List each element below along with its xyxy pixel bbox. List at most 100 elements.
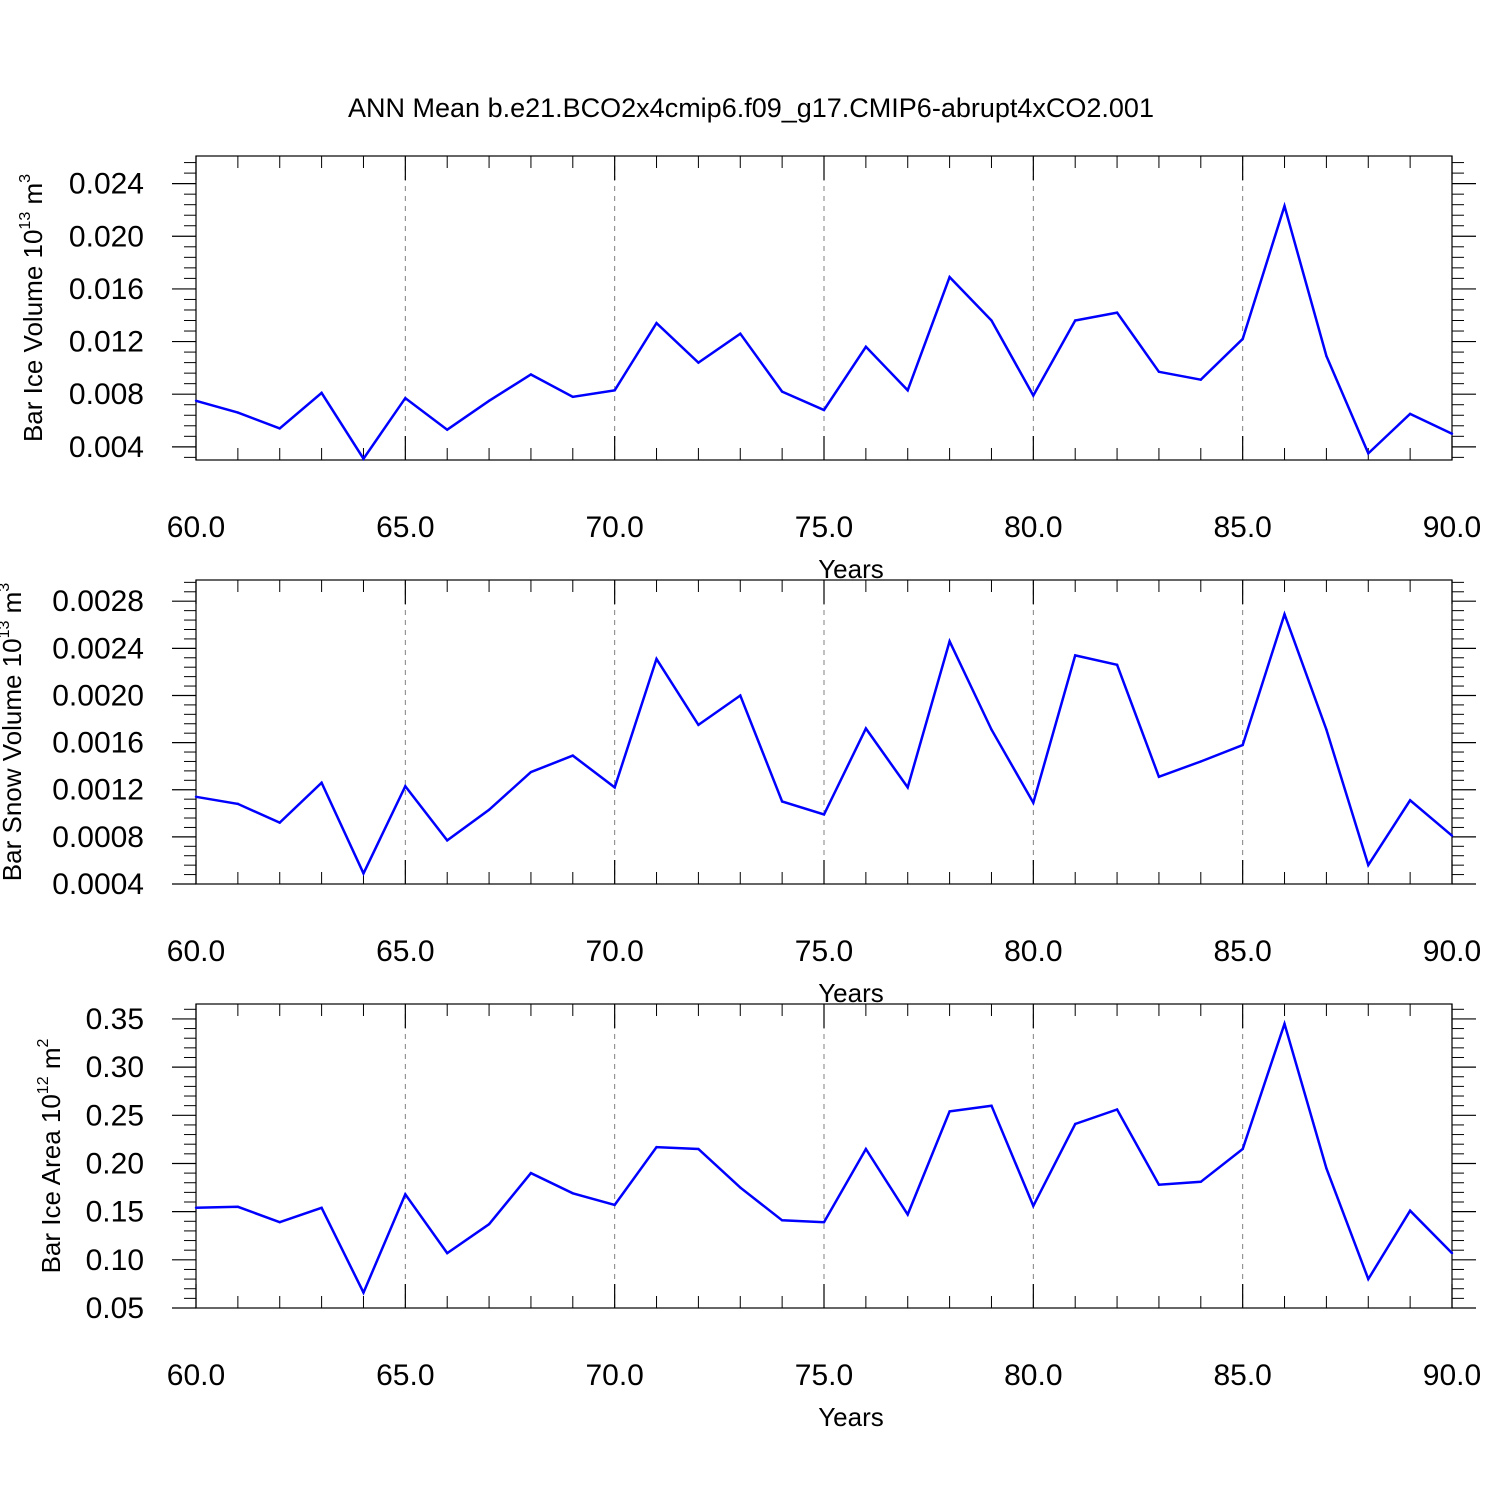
data-point bbox=[822, 408, 826, 412]
data-point bbox=[529, 770, 533, 774]
x-axis-title: Years bbox=[818, 978, 884, 1008]
y-tick-label: 0.15 bbox=[86, 1196, 144, 1229]
data-point bbox=[278, 427, 281, 430]
data-point bbox=[1074, 654, 1077, 657]
y-tick-label: 0.0004 bbox=[52, 868, 144, 901]
x-tick-label: 65.0 bbox=[376, 935, 434, 968]
x-tick-label: 85.0 bbox=[1213, 1359, 1271, 1392]
data-point bbox=[1283, 612, 1286, 616]
y-tick-label: 0.020 bbox=[69, 220, 144, 253]
x-axis-title: Years bbox=[818, 1402, 884, 1432]
y-tick-label: 0.0012 bbox=[52, 774, 144, 807]
y-tick-label: 0.0020 bbox=[52, 679, 144, 712]
y-tick-label: 0.0016 bbox=[52, 727, 144, 760]
y-tick-label: 0.024 bbox=[69, 168, 144, 201]
x-tick-label: 75.0 bbox=[795, 935, 853, 968]
data-point bbox=[487, 399, 491, 402]
x-tick-label: 90.0 bbox=[1423, 1359, 1481, 1392]
x-tick-label: 90.0 bbox=[1423, 511, 1481, 544]
data-point bbox=[1283, 1022, 1286, 1025]
data-point bbox=[446, 839, 449, 842]
data-point bbox=[780, 1219, 784, 1222]
panel-2: 60.0 65.0 70.0 75.0 80.0 85.0 90.0 Years 0.0004 0… bbox=[0, 579, 1481, 1008]
x-tick-label: 75.0 bbox=[795, 1359, 853, 1392]
data-point bbox=[990, 319, 993, 322]
data-point bbox=[697, 1147, 700, 1151]
data-point bbox=[404, 785, 407, 788]
y-tick-label: 0.0008 bbox=[52, 821, 144, 854]
data-point bbox=[571, 754, 574, 757]
data-point bbox=[906, 786, 909, 789]
x-tick-label: 80.0 bbox=[1004, 511, 1062, 544]
data-point bbox=[529, 1171, 533, 1175]
data-point bbox=[864, 727, 868, 730]
y-axis-title: Bar Ice Area 1012 m2 bbox=[35, 1038, 66, 1273]
data-point bbox=[948, 275, 951, 279]
x-axis-title: Years bbox=[818, 554, 884, 584]
y-tick-label: 0.004 bbox=[69, 431, 144, 464]
data-point bbox=[613, 389, 616, 392]
panel-1: 60.0 65.0 70.0 75.0 80.0 85.0 90.0 Years 0.004 0.… bbox=[17, 155, 1481, 584]
data-point bbox=[1157, 370, 1161, 374]
data-point bbox=[404, 396, 407, 400]
data-point bbox=[529, 373, 533, 376]
data-point bbox=[236, 802, 240, 806]
data-point bbox=[1199, 760, 1203, 763]
data-point bbox=[1408, 412, 1412, 416]
data-point bbox=[864, 1147, 868, 1151]
data-point bbox=[1408, 799, 1412, 802]
data-point bbox=[1325, 354, 1328, 358]
data-point bbox=[404, 1193, 407, 1196]
x-tick-label: 85.0 bbox=[1213, 511, 1271, 544]
data-point bbox=[822, 813, 826, 816]
data-point bbox=[655, 1145, 658, 1149]
data-point bbox=[697, 723, 700, 727]
data-point bbox=[1032, 394, 1035, 397]
data-point bbox=[236, 411, 240, 414]
data-point bbox=[1032, 1204, 1035, 1208]
y-tick-label: 0.0028 bbox=[52, 585, 144, 618]
data-point bbox=[1074, 1122, 1077, 1126]
y-tick-label: 0.016 bbox=[69, 273, 144, 306]
data-point bbox=[1241, 743, 1244, 747]
data-point bbox=[739, 1186, 742, 1189]
x-tick-label: 75.0 bbox=[795, 511, 853, 544]
data-point bbox=[571, 1192, 574, 1195]
x-tick-label: 70.0 bbox=[585, 1359, 643, 1392]
data-point bbox=[571, 395, 574, 399]
data-point bbox=[362, 1291, 365, 1294]
data-point bbox=[1450, 432, 1454, 435]
x-tick-label: 65.0 bbox=[376, 1359, 434, 1392]
data-point bbox=[1367, 863, 1370, 867]
data-point bbox=[362, 872, 365, 875]
data-point bbox=[864, 345, 868, 349]
data-point bbox=[739, 332, 742, 335]
y-tick-label: 0.008 bbox=[69, 378, 144, 411]
data-point bbox=[697, 361, 700, 364]
x-tick-label: 65.0 bbox=[376, 511, 434, 544]
data-point bbox=[1450, 1251, 1454, 1255]
data-point bbox=[780, 800, 784, 803]
data-point bbox=[613, 786, 616, 789]
y-tick-label: 0.012 bbox=[69, 326, 144, 359]
data-point bbox=[655, 657, 658, 661]
x-tick-label: 85.0 bbox=[1213, 935, 1271, 968]
y-tick-label: 0.10 bbox=[86, 1244, 144, 1277]
data-point bbox=[1199, 378, 1203, 381]
data-point bbox=[320, 391, 323, 395]
data-point bbox=[320, 1206, 323, 1209]
data-point bbox=[1032, 801, 1035, 804]
data-point bbox=[1157, 1183, 1161, 1186]
y-axis-title: Bar Ice Volume 1013 m3 bbox=[17, 174, 48, 442]
x-tick-label: 60.0 bbox=[167, 1359, 225, 1392]
data-point bbox=[1157, 775, 1161, 778]
data-point bbox=[487, 1222, 491, 1226]
data-point bbox=[194, 795, 198, 799]
data-point bbox=[613, 1203, 616, 1207]
data-point bbox=[1074, 319, 1077, 322]
y-tick-label: 0.20 bbox=[86, 1147, 144, 1180]
data-point bbox=[1199, 1180, 1203, 1183]
y-axis-title: Bar Snow Volume 1013 m3 bbox=[0, 583, 27, 882]
data-point bbox=[446, 428, 449, 431]
